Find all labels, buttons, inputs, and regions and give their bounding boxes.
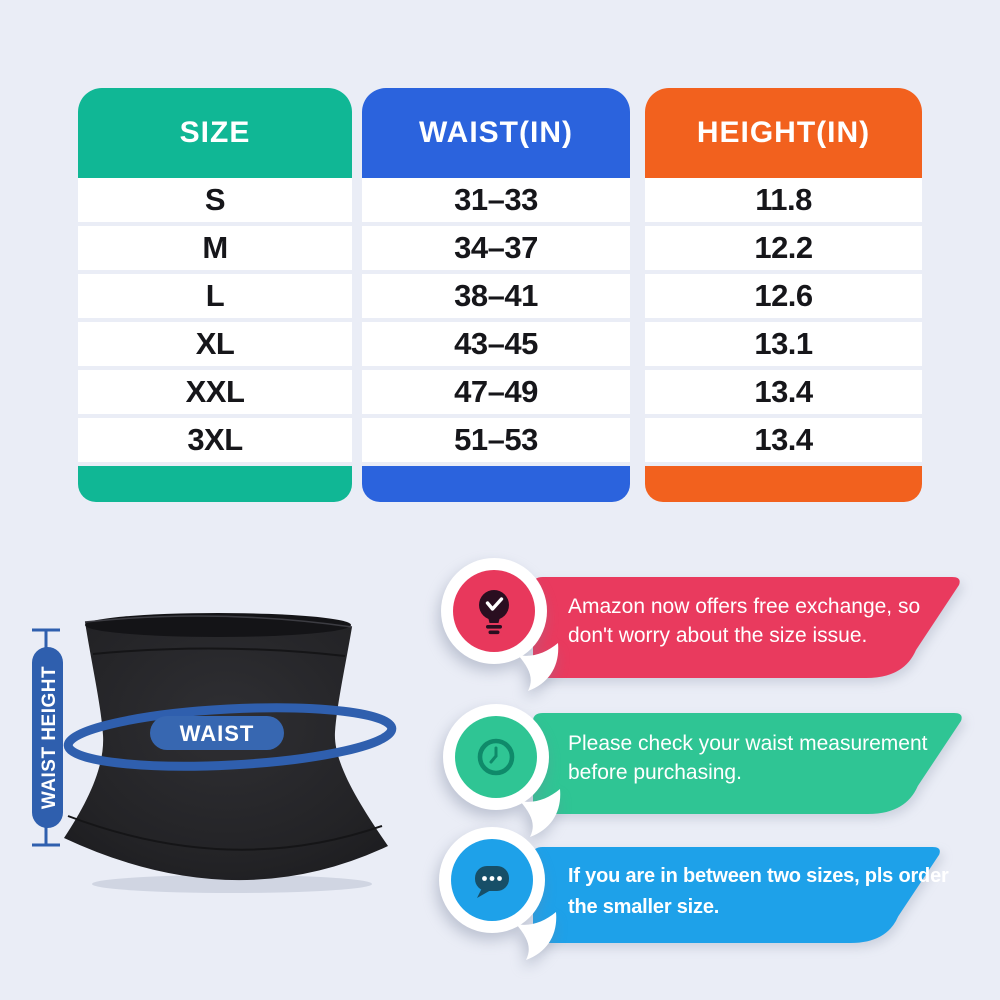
- table-cell: 43–45: [362, 322, 630, 370]
- callout-text-exchange: Amazon now offers free exchange, so don'…: [568, 592, 920, 650]
- size-chart-table: SIZE S M L XL XXL 3XL WAIST(IN) 31–33 34…: [78, 88, 922, 502]
- table-cell: 13.1: [645, 322, 922, 370]
- ground-shadow: [92, 875, 372, 893]
- table-cell: 38–41: [362, 274, 630, 322]
- table-cell: XXL: [78, 370, 352, 418]
- callout-banner-between-sizes: [533, 847, 940, 943]
- callout-bubble-measure: [443, 704, 561, 837]
- waist-measure-ellipse: [63, 703, 397, 771]
- callout-text-between-sizes: If you are in between two sizes, pls ord…: [568, 861, 949, 923]
- callout-banner-exchange: [533, 577, 960, 678]
- top-seam: [92, 647, 346, 657]
- waist-column-footer: [362, 466, 630, 502]
- table-cell: M: [78, 226, 352, 274]
- table-cell: 12.6: [645, 274, 922, 322]
- waist-height-marker: WAIST HEIGHT: [32, 628, 63, 847]
- table-cell: 13.4: [645, 418, 922, 466]
- callout-bubble-between-sizes: [439, 827, 557, 960]
- waist-height-pill: [32, 647, 63, 828]
- callout-bubble-exchange: [441, 558, 559, 691]
- table-cell: L: [78, 274, 352, 322]
- table-cell: 31–33: [362, 178, 630, 226]
- table-cell: 51–53: [362, 418, 630, 466]
- table-cell: S: [78, 178, 352, 226]
- callout-line: don't worry about the size issue.: [568, 624, 868, 647]
- waist-trainer-illustration: WAIST WAIST HEIGHT: [32, 613, 397, 893]
- callout-line: Amazon now offers free exchange, so: [568, 595, 921, 618]
- waist-pill-label: WAIST: [180, 721, 255, 746]
- waist-height-label: WAIST HEIGHT: [39, 666, 60, 809]
- table-cell: 12.2: [645, 226, 922, 274]
- size-column: SIZE S M L XL XXL 3XL: [78, 88, 352, 502]
- waist-column: WAIST(IN) 31–33 34–37 38–41 43–45 47–49 …: [362, 88, 630, 502]
- table-cell: 34–37: [362, 226, 630, 274]
- size-column-footer: [78, 466, 352, 502]
- chat-dots-icon: [475, 866, 509, 898]
- height-column-header: HEIGHT(IN): [645, 88, 922, 178]
- callout-line: the smaller size.: [568, 896, 720, 918]
- bottom-seam: [67, 815, 383, 851]
- table-cell: 47–49: [362, 370, 630, 418]
- callout-line: before purchasing.: [568, 761, 742, 784]
- waist-pill: [150, 716, 284, 750]
- rim-highlight: [84, 615, 353, 628]
- lightbulb-check-icon: [479, 590, 509, 635]
- clock-icon: [477, 738, 515, 776]
- callout-line: If you are in between two sizes, pls ord…: [568, 865, 949, 887]
- callout-banner-measure: [533, 713, 962, 814]
- size-column-header: SIZE: [78, 88, 352, 178]
- table-cell: 3XL: [78, 418, 352, 466]
- callout-text-measure: Please check your waist measurement befo…: [568, 729, 928, 787]
- height-column-footer: [645, 466, 922, 502]
- table-cell: 11.8: [645, 178, 922, 226]
- table-cell: 13.4: [645, 370, 922, 418]
- table-cell: XL: [78, 322, 352, 370]
- height-column: HEIGHT(IN) 11.8 12.2 12.6 13.1 13.4 13.4: [645, 88, 922, 502]
- callout-line: Please check your waist measurement: [568, 732, 928, 755]
- waist-column-header: WAIST(IN): [362, 88, 630, 178]
